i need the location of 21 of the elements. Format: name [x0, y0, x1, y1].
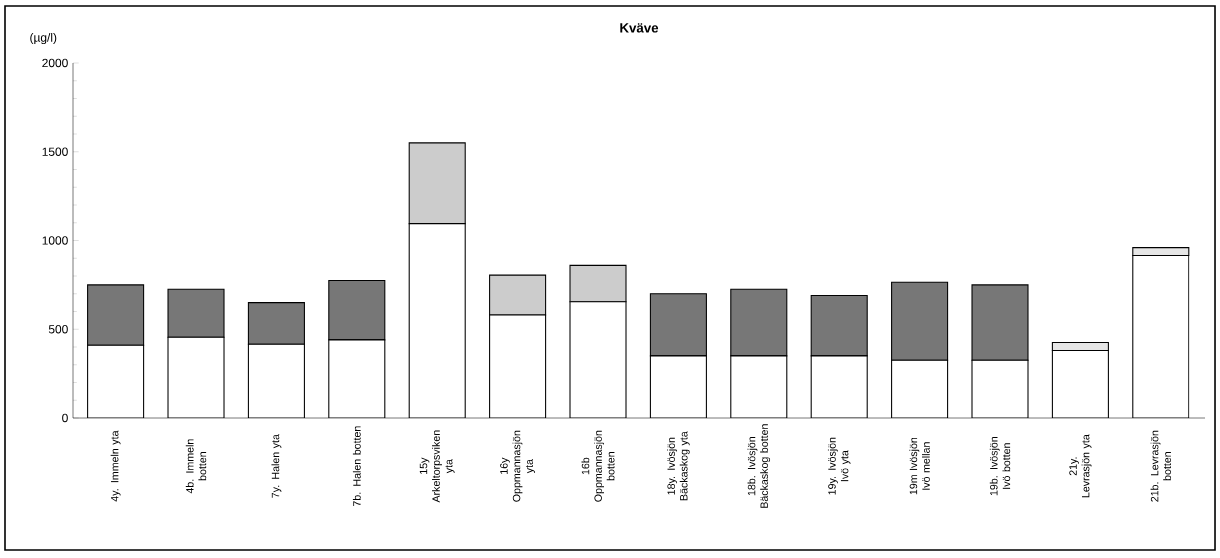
x-tick-label: 4y. Immeln yta	[110, 430, 121, 502]
x-tick-label: 19b. Ivösjön Ivö botten	[989, 437, 1011, 496]
y-tick-label: 1500	[42, 147, 68, 156]
x-tick-label: 7y. Halen yta	[271, 434, 282, 498]
y-axis-title: (µg/l)	[30, 32, 57, 45]
x-tick-label: 7b. Halen botten	[352, 426, 361, 507]
y-tick-label: 500	[48, 325, 68, 334]
x-tick-label: 16b Oppmannasjön botten	[581, 430, 615, 502]
chart-title: Kväve	[620, 23, 659, 33]
x-tick-label: 21y. Levrasjön yta	[1069, 434, 1092, 498]
y-tick-label: 0	[62, 413, 68, 423]
x-tick-label: 21b. Levrasjön botten	[1150, 430, 1172, 502]
x-tick-label: 15y Arkeltorpsviken yta	[419, 430, 455, 503]
x-tick-label: 19y. Ivösjön Ivö yta	[827, 437, 851, 495]
y-tick-label: 2000	[42, 58, 68, 68]
y-tick-label: 1000	[42, 236, 68, 245]
x-tick-label: 18b. Ivösjön Bäckaskog botten	[747, 424, 771, 508]
x-tick-label: 4b. Immeln botten	[185, 439, 207, 494]
x-tick-label: 19m Ivösjön Ivö mellan	[909, 437, 930, 495]
x-tick-label: 18y. Ivösjön Bäckaskog yta	[667, 431, 690, 501]
x-tick-label: 16y Oppmannasjön yta	[500, 430, 536, 502]
